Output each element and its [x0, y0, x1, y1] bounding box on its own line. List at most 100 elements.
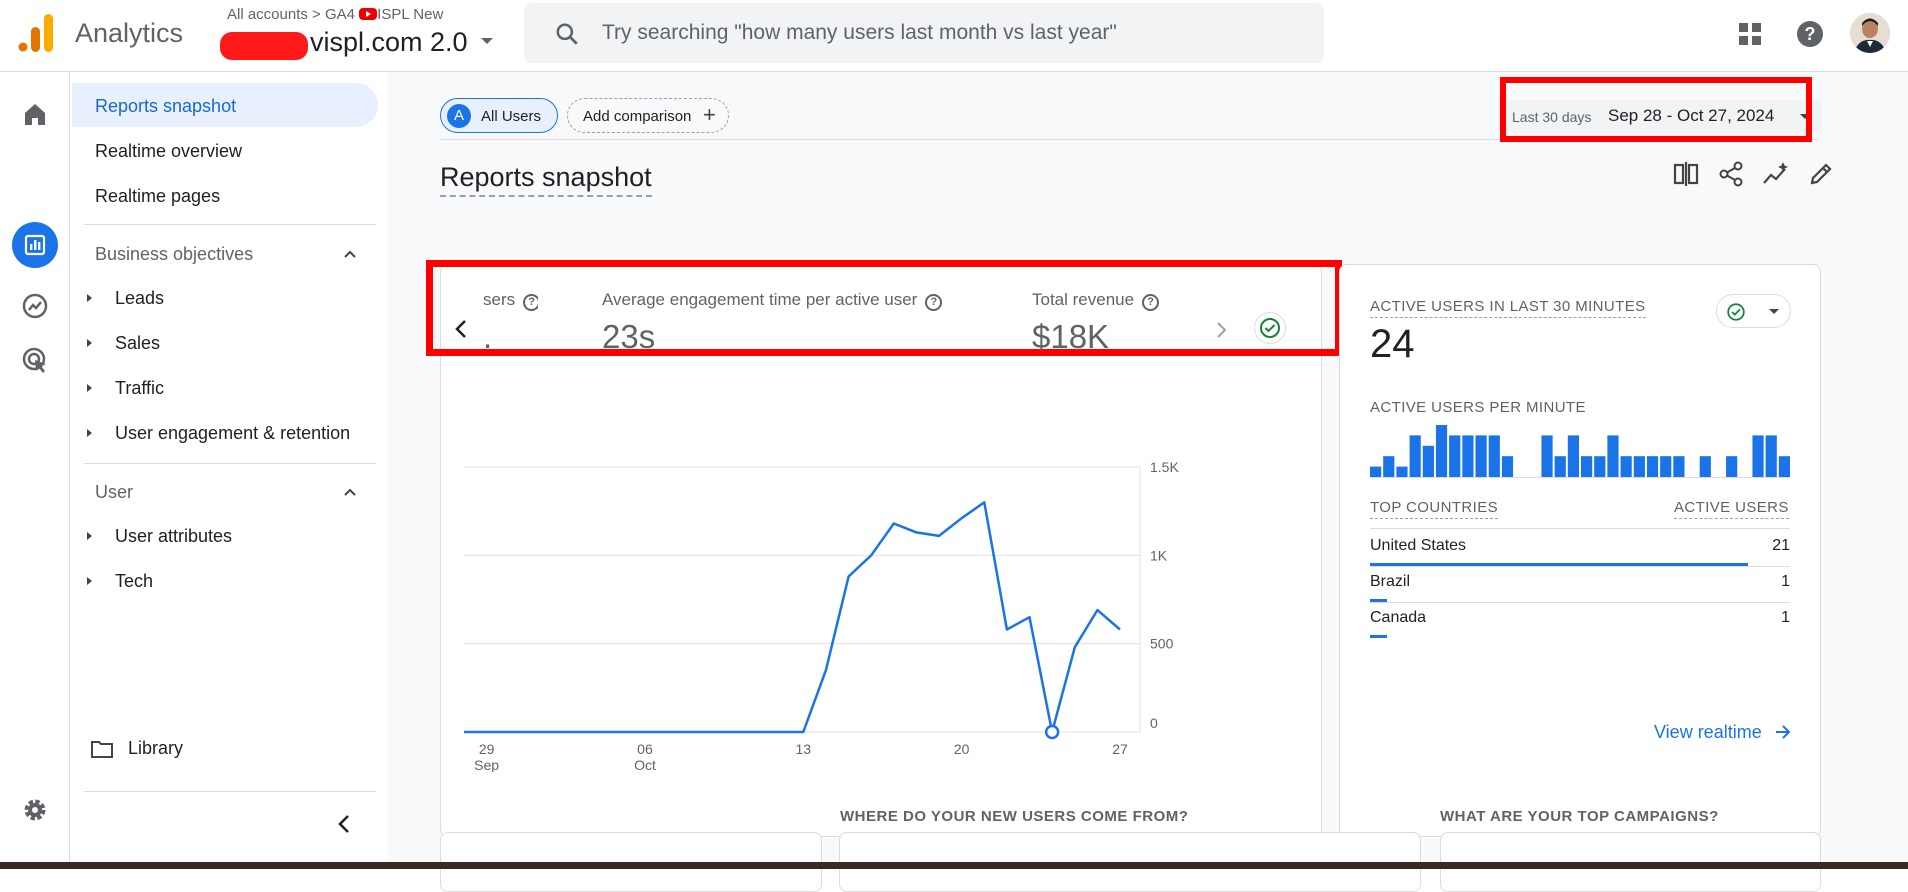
per-minute-bar — [1726, 456, 1738, 477]
property-dropdown-icon[interactable] — [481, 38, 493, 44]
explore-icon[interactable] — [17, 288, 53, 324]
x-tick-label: 27 — [1112, 741, 1128, 757]
help-circle-icon[interactable]: ? — [523, 294, 538, 311]
top-header: Analytics All accounts > GA4 ISPL New vi… — [0, 0, 1908, 72]
active-users-header: ACTIVE USERS — [1674, 499, 1789, 519]
account-avatar[interactable] — [1850, 13, 1890, 53]
status-check-button[interactable] — [1254, 312, 1286, 344]
date-dropdown-icon — [1800, 114, 1810, 119]
search-icon — [556, 23, 578, 45]
nav-user-attributes[interactable]: User attributes — [115, 526, 233, 546]
country-row-0[interactable]: United States — [1370, 537, 1467, 554]
left-rail — [0, 72, 70, 869]
help-icon[interactable]: ? — [1794, 18, 1826, 50]
expand-arrow-icon[interactable] — [87, 384, 92, 392]
per-minute-bar — [1594, 456, 1606, 477]
kpi-engagement[interactable]: Average engagement time per active user?… — [602, 290, 943, 356]
nav-sales[interactable]: Sales — [115, 333, 161, 353]
settings-gear-icon[interactable] — [17, 792, 53, 828]
per-minute-bar — [1435, 425, 1448, 477]
realtime-title: ACTIVE USERS IN LAST 30 MINUTES — [1370, 298, 1646, 318]
per-minute-bar — [1646, 456, 1659, 477]
chevron-up-icon[interactable] — [344, 486, 356, 498]
x-tick-month: Sep — [474, 757, 499, 772]
expand-arrow-icon[interactable] — [87, 429, 92, 437]
search-input[interactable] — [602, 3, 1302, 63]
account-breadcrumb[interactable]: All accounts > GA4 ISPL New — [227, 6, 443, 23]
redaction-mark — [220, 32, 308, 60]
nav-realtime-overview[interactable]: Realtime overview — [95, 141, 243, 161]
sidebar-divider — [84, 791, 376, 792]
expand-arrow-icon[interactable] — [87, 339, 92, 347]
analytics-logo-icon[interactable] — [18, 14, 54, 54]
y-tick-label: 0 — [1150, 715, 1158, 731]
date-range-picker[interactable]: Last 30 days Sep 28 - Oct 27, 2024 — [1498, 100, 1821, 132]
nav-tech[interactable]: Tech — [115, 571, 154, 591]
per-minute-bar — [1699, 456, 1711, 477]
breadcrumb-account-name[interactable]: ISPL New — [377, 6, 444, 23]
expand-arrow-icon[interactable] — [87, 577, 92, 585]
per-minute-bar — [1449, 435, 1461, 477]
breadcrumb-accounts[interactable]: All accounts — [227, 6, 308, 23]
page-title[interactable]: Reports snapshot — [440, 162, 652, 197]
y-tick-label: 1K — [1150, 547, 1168, 563]
view-realtime-link[interactable]: View realtime — [1654, 722, 1791, 743]
all-users-chip[interactable]: A All Users — [440, 98, 558, 133]
kpi-engagement-label: Average engagement time per active user — [602, 290, 918, 309]
collapse-chevron-icon[interactable] — [337, 814, 351, 834]
section-business-objectives[interactable]: Business objectives — [95, 244, 254, 264]
sidebar-divider — [84, 463, 376, 464]
main-content: A All Users Add comparison + Last 30 day… — [388, 72, 1908, 892]
check-circle-icon — [1260, 318, 1280, 338]
expand-arrow-icon[interactable] — [87, 294, 92, 302]
advertising-icon[interactable] — [17, 342, 53, 378]
kpi-users-partial[interactable]: sers? . — [483, 290, 538, 356]
apps-grid-icon[interactable] — [1734, 18, 1766, 50]
nav-traffic[interactable]: Traffic — [115, 378, 165, 398]
nav-library[interactable]: Library — [128, 738, 184, 758]
search-bar[interactable] — [524, 3, 1324, 63]
compare-columns-icon[interactable] — [1671, 159, 1701, 189]
share-icon[interactable] — [1716, 159, 1746, 189]
view-realtime-label: View realtime — [1654, 722, 1762, 742]
kpi-revenue[interactable]: Total revenue? $18K — [1032, 290, 1160, 356]
per-minute-bar — [1462, 435, 1474, 477]
new-users-heading: WHERE DO YOUR NEW USERS COME FROM? — [840, 808, 1189, 825]
realtime-title-text: ACTIVE USERS IN LAST 30 MINUTES — [1370, 298, 1646, 318]
nav-reports-snapshot[interactable]: Reports snapshot — [95, 96, 237, 116]
home-icon[interactable] — [17, 96, 53, 132]
add-comparison-button[interactable]: Add comparison + — [567, 98, 729, 133]
realtime-status-dropdown[interactable] — [1716, 294, 1791, 328]
country-row-2[interactable]: Canada — [1370, 609, 1427, 626]
expand-arrow-icon[interactable] — [87, 532, 92, 540]
reports-icon[interactable] — [17, 227, 53, 263]
per-minute-bar — [1409, 435, 1421, 477]
property-selector[interactable]: vispl.com 2.0 — [310, 27, 468, 57]
per-minute-bar — [1501, 456, 1514, 477]
nav-realtime-pages[interactable]: Realtime pages — [95, 186, 221, 206]
kpi-prev-chevron-icon[interactable] — [454, 319, 468, 339]
chevron-up-icon[interactable] — [344, 248, 356, 260]
per-minute-bar — [1370, 466, 1382, 477]
realtime-card — [1339, 264, 1821, 837]
campaigns-heading: WHAT ARE YOUR TOP CAMPAIGNS? — [1440, 808, 1719, 825]
insights-icon[interactable] — [1761, 159, 1791, 189]
edit-pencil-icon[interactable] — [1806, 159, 1836, 189]
nav-active-highlight — [72, 83, 378, 127]
nav-leads[interactable]: Leads — [115, 288, 165, 308]
x-tick-label: 13 — [796, 741, 812, 757]
country-share-bar — [1370, 563, 1748, 566]
per-minute-bar — [1607, 435, 1619, 477]
sidebar-divider — [84, 224, 376, 225]
breadcrumb-ga4[interactable]: GA4 — [324, 6, 355, 23]
country-row-1[interactable]: Brazil — [1370, 573, 1411, 590]
youtube-icon — [359, 8, 378, 20]
kpi-next-chevron-icon[interactable] — [1216, 321, 1228, 339]
help-circle-icon[interactable]: ? — [1142, 294, 1160, 311]
help-circle-icon[interactable]: ? — [925, 294, 943, 311]
per-minute-bar — [1660, 456, 1672, 477]
section-user[interactable]: User — [95, 482, 134, 502]
y-tick-label: 1.5K — [1150, 459, 1179, 475]
nav-user-engagement[interactable]: User engagement & retention — [115, 423, 351, 443]
per-minute-bar — [1581, 456, 1593, 477]
